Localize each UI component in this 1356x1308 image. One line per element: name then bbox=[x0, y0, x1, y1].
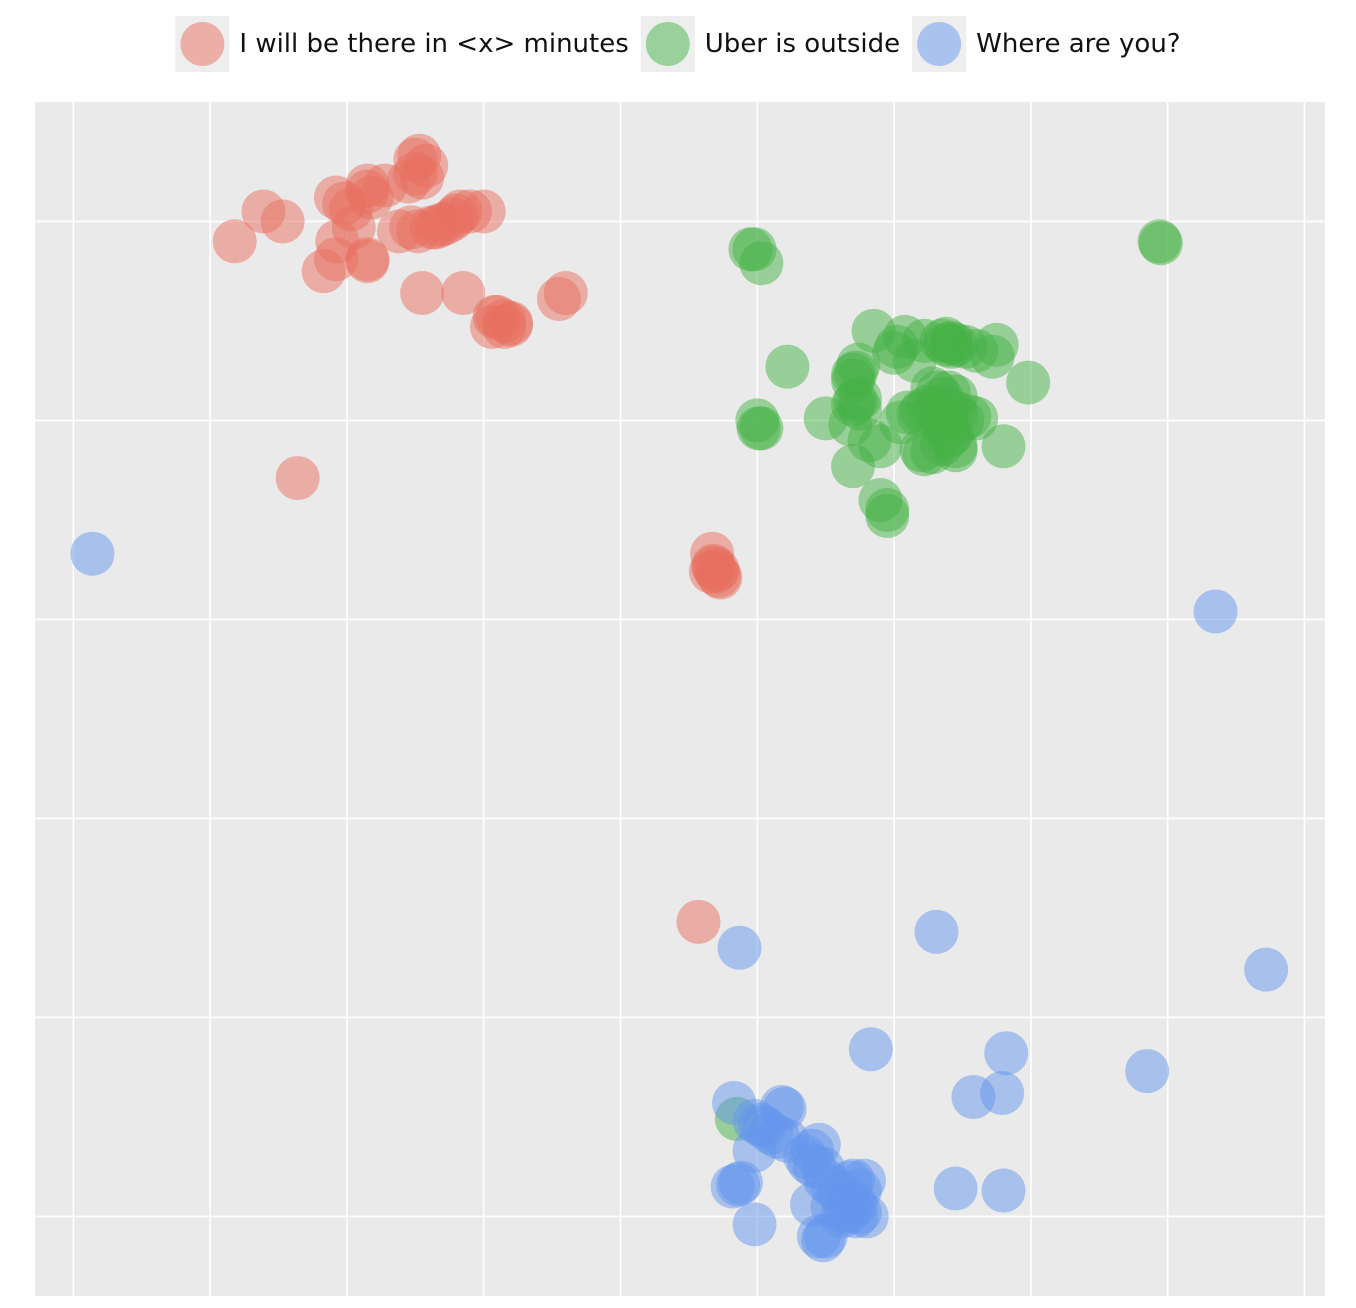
data-point bbox=[1137, 219, 1182, 264]
data-point bbox=[482, 304, 527, 349]
data-point bbox=[848, 1027, 893, 1072]
data-point bbox=[1006, 360, 1051, 405]
legend-label: Uber is outside bbox=[705, 29, 900, 59]
data-point bbox=[836, 342, 881, 387]
legend-item-0: I will be there in <x> minutes bbox=[175, 16, 629, 72]
data-points bbox=[70, 133, 1289, 1263]
data-point bbox=[345, 237, 390, 282]
data-point bbox=[717, 925, 762, 970]
data-point bbox=[984, 1031, 1029, 1076]
data-point bbox=[739, 241, 784, 286]
data-point bbox=[858, 424, 903, 469]
data-point bbox=[1193, 589, 1238, 634]
data-point bbox=[865, 493, 910, 538]
data-point bbox=[933, 1166, 978, 1211]
legend: I will be there in <x> minutes Uber is ou… bbox=[175, 16, 1181, 72]
data-point bbox=[981, 1168, 1026, 1213]
data-point bbox=[676, 899, 721, 944]
data-point bbox=[1244, 947, 1289, 992]
data-point bbox=[981, 424, 1026, 469]
data-point bbox=[413, 205, 458, 250]
data-point bbox=[441, 271, 486, 316]
data-point bbox=[275, 456, 320, 501]
legend-item-1: Uber is outside bbox=[640, 16, 900, 72]
data-point bbox=[914, 909, 959, 954]
legend-label: I will be there in <x> minutes bbox=[239, 29, 628, 59]
series-2 bbox=[70, 531, 1289, 1263]
data-point bbox=[954, 396, 999, 441]
series-0 bbox=[212, 133, 743, 944]
series-1 bbox=[714, 219, 1183, 1141]
legend-item-2: Where are you? bbox=[912, 16, 1181, 72]
data-point bbox=[400, 271, 445, 316]
data-point bbox=[837, 376, 882, 421]
data-point bbox=[260, 199, 305, 244]
data-point bbox=[393, 137, 438, 182]
legend-marker bbox=[917, 22, 962, 66]
data-point bbox=[970, 334, 1015, 379]
data-point bbox=[933, 428, 978, 473]
data-point bbox=[736, 406, 781, 451]
grid bbox=[35, 102, 1325, 1296]
data-point bbox=[70, 531, 115, 576]
data-point bbox=[461, 189, 506, 234]
legend-marker bbox=[180, 22, 225, 66]
data-point bbox=[718, 1160, 763, 1205]
data-point bbox=[800, 1218, 845, 1263]
data-point bbox=[1125, 1049, 1170, 1094]
plot-background bbox=[35, 102, 1325, 1296]
legend-marker bbox=[645, 22, 690, 66]
legend-label: Where are you? bbox=[976, 29, 1180, 59]
data-point bbox=[212, 219, 257, 264]
data-point bbox=[951, 1075, 996, 1119]
data-point bbox=[695, 547, 740, 592]
data-point bbox=[543, 271, 588, 316]
data-point bbox=[765, 344, 810, 389]
data-point bbox=[732, 1202, 777, 1247]
